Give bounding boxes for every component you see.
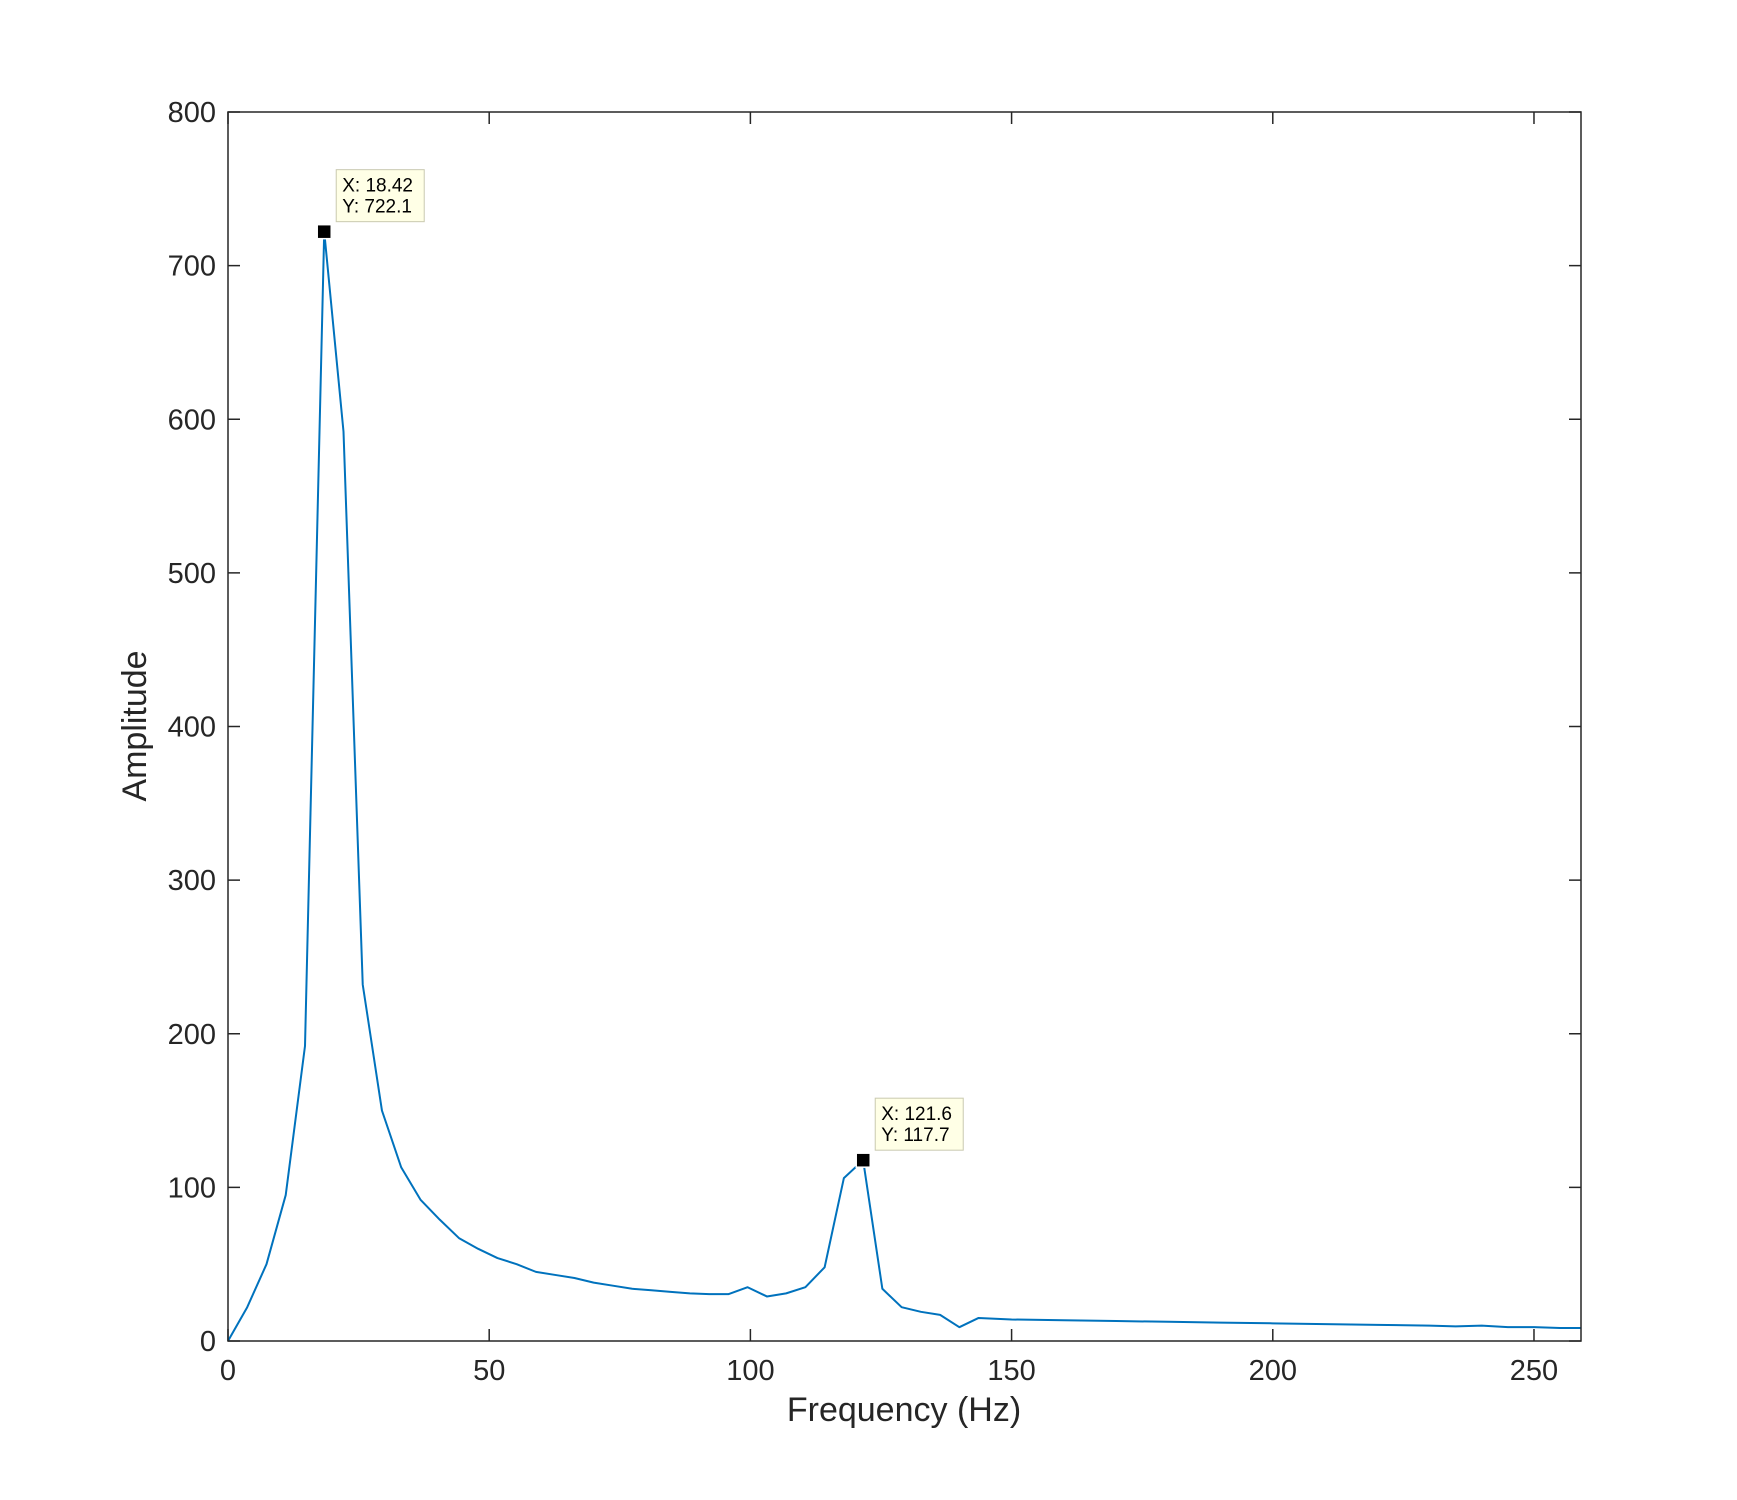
data-tips: X: 18.42Y: 722.1 X: 121.6Y: 117.7 <box>316 169 964 1168</box>
data-tip-y-label: Y: 117.7 <box>881 1125 949 1146</box>
data-tip-1: X: 121.6Y: 117.7 <box>855 1097 964 1168</box>
y-tick-label-5: 500 <box>168 558 216 590</box>
y-tick-label-2: 200 <box>168 1019 216 1051</box>
data-tip-x-label: X: 121.6 <box>881 1104 952 1125</box>
x-tick-label-4: 200 <box>1249 1355 1297 1387</box>
data-tip-x-label: X: 18.42 <box>342 176 413 197</box>
data-tip-y-label: Y: 722.1 <box>342 197 412 218</box>
data-tip-marker <box>316 223 332 240</box>
y-tick-label-3: 300 <box>168 865 216 897</box>
y-tick-label-8: 800 <box>168 97 216 129</box>
x-tick-label-0: 0 <box>220 1355 236 1387</box>
plot-background <box>228 112 1581 1341</box>
data-tip-box <box>874 1097 964 1151</box>
x-tick-label-3: 150 <box>987 1355 1035 1387</box>
y-axis-title: Amplitude <box>116 650 154 801</box>
plot-frame <box>227 111 1582 1342</box>
data-tip-0: X: 18.42Y: 722.1 <box>316 169 425 240</box>
data-tip-marker <box>855 1152 871 1168</box>
y-tick-label-0: 0 <box>200 1326 216 1358</box>
axis-tick-labels: 0 50 100 150 200 250 0 100 200 300 400 500 600 700 800 <box>168 97 1559 1387</box>
amplitude-series-line <box>227 230 1581 1342</box>
data-tip-box <box>335 169 425 223</box>
x-axis-title: Frequency (Hz) <box>787 1391 1021 1429</box>
y-tick-label-7: 700 <box>168 251 216 283</box>
x-tick-label-2: 100 <box>726 1355 774 1387</box>
x-tick-label-5: 250 <box>1510 1355 1558 1387</box>
x-tick-label-1: 50 <box>473 1355 505 1387</box>
y-tick-label-1: 100 <box>168 1172 216 1204</box>
y-tick-label-4: 400 <box>168 712 216 744</box>
y-tick-label-6: 600 <box>168 404 216 436</box>
